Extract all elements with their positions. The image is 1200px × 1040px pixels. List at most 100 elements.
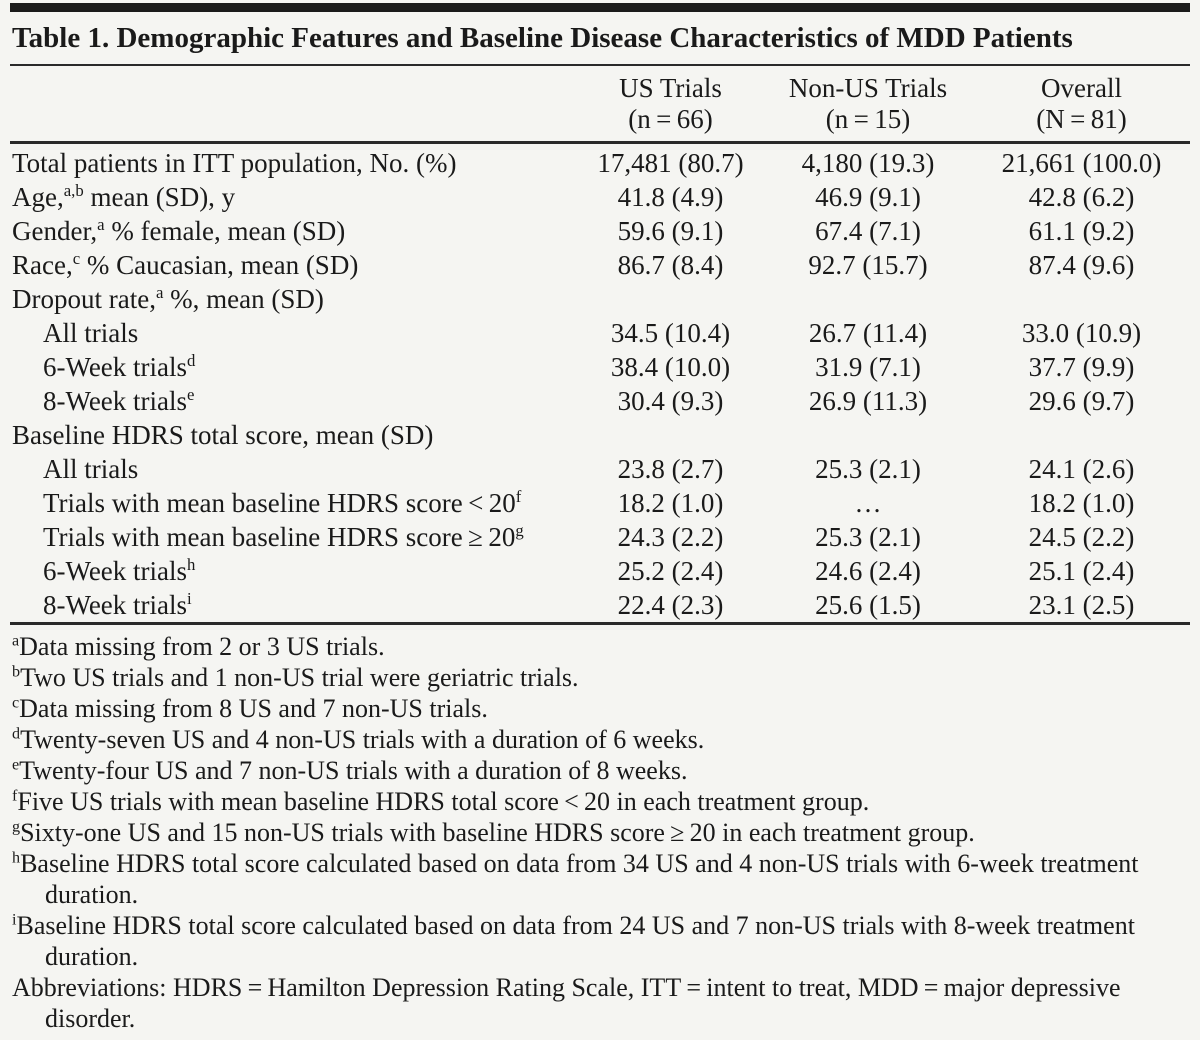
cell-value: 59.6 (9.1) (617, 216, 724, 246)
cell-value: 24.1 (2.6) (1028, 454, 1135, 484)
cell-value: 37.7 (9.9) (1028, 352, 1135, 382)
cell-value: 25.2 (2.4) (617, 556, 724, 586)
cell-value: 34.5 (10.4) (610, 318, 731, 348)
footnote-c: cData missing from 8 US and 7 non-US tri… (12, 694, 488, 723)
cell-value: 46.9 (9.1) (815, 182, 921, 212)
row-label: All trials (43, 454, 139, 484)
row-label: Age,a,b mean (SD), y (12, 181, 236, 212)
cell-value (763, 418, 973, 452)
footnote-marker: h (187, 555, 196, 574)
cell-value: 17,481 (80.7) (597, 148, 744, 178)
table-section-row: Baseline HDRS total score, mean (SD) (10, 418, 1190, 452)
footnote-marker: i (12, 911, 17, 929)
footnote-marker: a (155, 283, 164, 302)
cell-value (973, 418, 1190, 452)
row-label: Trials with mean baseline HDRS score < 2… (43, 487, 522, 518)
cell-value: 22.4 (2.3) (617, 590, 724, 620)
cell-value: 26.7 (11.4) (808, 318, 928, 348)
cell-value: 67.4 (7.1) (815, 216, 921, 246)
cell-value: 38.4 (10.0) (610, 352, 731, 382)
row-label: Gender,a % female, mean (SD) (12, 215, 346, 246)
cell-value: 61.1 (9.2) (1028, 216, 1135, 246)
cell-value: 25.6 (1.5) (815, 590, 921, 620)
column-header-non-us-trials: Non-US Trials (n = 15) (788, 73, 948, 134)
row-label: All trials (43, 318, 139, 348)
cell-value (973, 282, 1190, 316)
cell-value: 87.4 (9.6) (1028, 250, 1135, 280)
footnote-marker: e (187, 385, 195, 404)
cell-value: 23.8 (2.7) (617, 454, 724, 484)
row-label: 8-Week trialse (43, 385, 195, 416)
row-label: 6-Week trialsh (43, 555, 196, 586)
cell-value: 21,661 (100.0) (1001, 148, 1162, 178)
column-header-us-trials: US Trials (n = 66) (619, 73, 722, 134)
row-label: 6-Week trialsd (43, 351, 196, 382)
cell-value: 92.7 (15.7) (808, 250, 928, 280)
footnote-marker: b (12, 663, 21, 681)
footnote-marker: a,b (63, 181, 84, 200)
cell-value: 26.9 (11.3) (808, 386, 928, 416)
table-row: All trials 23.8 (2.7) 25.3 (2.1) 24.1 (2… (10, 452, 1190, 486)
cell-value: 24.6 (2.4) (815, 556, 921, 586)
cell-value: 29.6 (9.7) (1028, 386, 1135, 416)
cell-value: 42.8 (6.2) (1028, 182, 1135, 212)
footnote-g: gSixty-one US and 15 non-US trials with … (12, 818, 975, 847)
cell-value: 25.3 (2.1) (815, 454, 921, 484)
row-label: Total patients in ITT population, No. (%… (12, 148, 457, 178)
cell-value: 4,180 (19.3) (801, 148, 935, 178)
cell-value: 18.2 (1.0) (617, 488, 724, 518)
table-row: Age,a,b mean (SD), y 41.8 (4.9) 46.9 (9.… (10, 180, 1190, 214)
cell-value: 41.8 (4.9) (617, 182, 724, 212)
cell-value (578, 282, 763, 316)
cell-value: 86.7 (8.4) (617, 250, 724, 280)
table-row: Trials with mean baseline HDRS score < 2… (10, 486, 1190, 520)
table-column-headers: US Trials (n = 66) Non-US Trials (n = 15… (10, 66, 1190, 144)
footnote-e: eTwenty-four US and 7 non-US trials with… (12, 756, 688, 785)
table-top-bar (10, 3, 1190, 12)
footnote-marker: d (187, 351, 196, 370)
cell-value: 24.5 (2.2) (1028, 522, 1135, 552)
table-row: 8-Week trialse 30.4 (9.3) 26.9 (11.3) 29… (10, 384, 1190, 418)
table-row: 6-Week trialsd 38.4 (10.0) 31.9 (7.1) 37… (10, 350, 1190, 384)
footnote-marker: e (12, 756, 20, 774)
cell-value: … (854, 488, 882, 518)
footnotes-section: aData missing from 2 or 3 US trials. bTw… (10, 625, 1190, 1040)
table-title: Table 1. Demographic Features and Baseli… (10, 12, 1190, 66)
cell-value (578, 418, 763, 452)
footnote-marker: g (12, 818, 21, 836)
footnote-marker: g (515, 521, 524, 540)
footnote-marker: a (12, 632, 20, 650)
footnote-a: aData missing from 2 or 3 US trials. (12, 632, 385, 661)
cell-value: 24.3 (2.2) (617, 522, 724, 552)
table-section-row: Dropout rate,a %, mean (SD) (10, 282, 1190, 316)
table-row: Gender,a % female, mean (SD) 59.6 (9.1) … (10, 214, 1190, 248)
cell-value: 23.1 (2.5) (1028, 590, 1135, 620)
column-header-overall: Overall (N = 81) (1036, 73, 1127, 134)
cell-value: 30.4 (9.3) (617, 386, 724, 416)
table-sheet: Table 1. Demographic Features and Baseli… (10, 0, 1190, 1040)
cell-value: 18.2 (1.0) (1028, 488, 1135, 518)
footnote-marker: i (187, 589, 192, 608)
footnote-marker: c (72, 249, 81, 268)
table-row: Trials with mean baseline HDRS score ≥ 2… (10, 520, 1190, 554)
cell-value (763, 282, 973, 316)
footnote-i: iBaseline HDRS total score calculated ba… (12, 911, 1135, 971)
table-row: 8-Week trialsi 22.4 (2.3) 25.6 (1.5) 23.… (10, 588, 1190, 622)
table-row: 6-Week trialsh 25.2 (2.4) 24.6 (2.4) 25.… (10, 554, 1190, 588)
row-label: Race,c % Caucasian, mean (SD) (12, 249, 359, 280)
row-label: Trials with mean baseline HDRS score ≥ 2… (43, 521, 524, 552)
footnote-b: bTwo US trials and 1 non-US trial were g… (12, 663, 579, 692)
table-row: Race,c % Caucasian, mean (SD) 86.7 (8.4)… (10, 248, 1190, 282)
footnote-marker: f (12, 787, 18, 805)
cell-value: 25.3 (2.1) (815, 522, 921, 552)
footnote-marker: h (12, 849, 21, 867)
footnote-f: fFive US trials with mean baseline HDRS … (12, 787, 870, 816)
row-label: Baseline HDRS total score, mean (SD) (12, 420, 434, 450)
table-body: Total patients in ITT population, No. (%… (10, 144, 1190, 625)
row-label: Dropout rate,a %, mean (SD) (12, 283, 324, 314)
footnote-marker: f (515, 487, 522, 506)
cell-value: 25.1 (2.4) (1028, 556, 1135, 586)
footnote-marker: c (12, 694, 20, 712)
footnote-h: hBaseline HDRS total score calculated ba… (12, 849, 1139, 909)
footnote-marker: d (12, 725, 21, 743)
